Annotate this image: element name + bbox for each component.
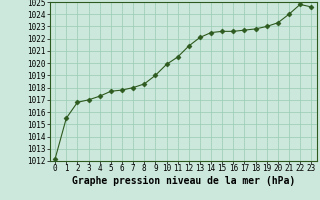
X-axis label: Graphe pression niveau de la mer (hPa): Graphe pression niveau de la mer (hPa) <box>72 176 295 186</box>
